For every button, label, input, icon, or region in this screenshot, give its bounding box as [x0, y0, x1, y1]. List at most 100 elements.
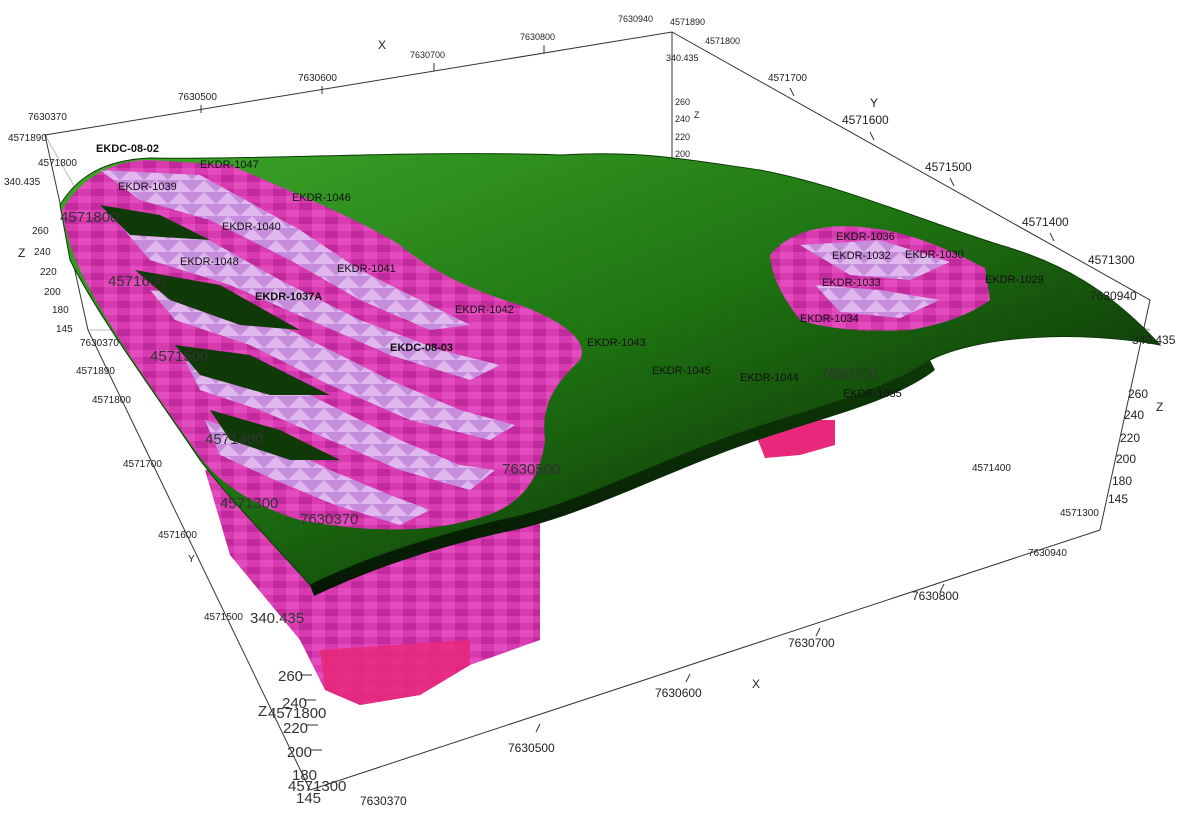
ghost-label: 4571500 [150, 348, 208, 365]
y-tick: 4571500 [204, 612, 243, 623]
x-tick: 7630940 [618, 14, 653, 24]
y-tick: 4571600 [842, 113, 889, 127]
z-tick: 200 [1116, 452, 1136, 466]
y-tick: 4571700 [123, 459, 162, 470]
ghost-label: 7630500 [502, 461, 560, 478]
drillhole-label: EKDR-1046 [292, 192, 351, 204]
z-tick: 240 [34, 247, 51, 258]
z-tick: 145 [56, 324, 73, 335]
y-tick: 4571600 [158, 530, 197, 541]
x-axis-title: X [378, 38, 386, 52]
y-tick: 4571300 [1060, 508, 1099, 519]
drillhole-label: EKDR-1033 [822, 277, 881, 289]
x-tick: 7630800 [912, 589, 959, 603]
z-tick: 180 [52, 305, 69, 316]
drillhole-label: EKDR-1034 [800, 313, 859, 325]
x-tick: 7630940 [1028, 548, 1067, 559]
drillhole-label: EKDR-1045 [652, 365, 711, 377]
z-tick: 220 [40, 267, 57, 278]
x-tick: 7630800 [520, 32, 555, 42]
z-tick: 145 [1108, 492, 1128, 506]
ghost-axis-labels: 4571800 4571600 4571500 4571400 4571300 … [60, 209, 878, 627]
z-axis-title: Z [694, 110, 700, 120]
y-axis-title: Y [870, 96, 878, 110]
y-tick: 4571800 [38, 158, 77, 169]
drillhole-label: EKDR-1030 [905, 249, 964, 261]
z-tick: 200 [44, 287, 61, 298]
y-tick: 4571300 [288, 778, 346, 795]
x-tick: 7630370 [28, 112, 67, 123]
y-tick: 4571890 [670, 17, 705, 27]
z-tick: 145 [296, 790, 321, 807]
drillhole-label: EKDR-1039 [118, 181, 177, 193]
ore-surface-east[interactable] [770, 226, 990, 331]
drillhole-label: EKDR-1029 [985, 274, 1044, 286]
ghost-label: 7630700 [820, 366, 878, 383]
drillhole-label: EKDR-1041 [337, 263, 396, 275]
x-tick: 7630700 [788, 636, 835, 650]
x-tick: 7630940 [1090, 289, 1137, 303]
z-tick: 340.435 [1132, 333, 1176, 347]
drillhole-label: EKDR-1032 [832, 250, 891, 262]
z-tick: 260 [675, 97, 690, 107]
y-tick: 4571800 [268, 705, 326, 722]
drillhole-label: EKDR-1048 [180, 256, 239, 268]
x-tick: 7630600 [655, 686, 702, 700]
z-tick: 180 [1112, 474, 1132, 488]
ghost-label: 4571800 [60, 209, 118, 226]
z-tick: 240 [675, 114, 690, 124]
front-z-axis: 260 240 4571800 Z 220 200 180 4571300 14… [258, 668, 346, 807]
ghost-label: 340.435 [250, 610, 304, 627]
drillhole-label: EKDC-08-02 [96, 143, 159, 155]
z-axis-title: Z [258, 703, 267, 720]
z-tick: 200 [287, 744, 312, 761]
z-tick: 220 [283, 720, 308, 737]
x-tick: 7630500 [178, 92, 217, 103]
z-tick: 220 [675, 132, 690, 142]
y-tick: 4571700 [768, 73, 807, 84]
right-axis: 7630940 340.435 260 240 220 200 180 145 … [972, 289, 1176, 519]
y-tick: 4571300 [1088, 253, 1135, 267]
drillhole-label: EKDR-1040 [222, 221, 281, 233]
z-tick: 260 [278, 668, 303, 685]
x-tick: 7630700 [410, 50, 445, 60]
drillhole-label: EKDR-1044 [740, 372, 799, 384]
z-tick: 340.435 [4, 177, 41, 188]
drillhole-label: EKDR-1042 [455, 304, 514, 316]
y-axis-title: Y [188, 554, 195, 565]
y-tick: 4571500 [925, 160, 972, 174]
drillhole-label: EKDR-1047 [200, 159, 259, 171]
drillhole-labels: EKDC-08-02 EKDR-1047 EKDR-1046 EKDR-1039… [96, 143, 1044, 400]
drillhole-label: EKDR-1036 [836, 231, 895, 243]
y-tick: 4571890 [76, 366, 115, 377]
z-axis-title: Z [18, 246, 25, 260]
x-axis-title: X [752, 677, 760, 691]
x-tick: 7630500 [508, 741, 555, 755]
ghost-label: 7630370 [300, 511, 358, 528]
top-y-axis: Y 4571890 4571800 4571700 4571600 457150… [670, 17, 1135, 267]
x-tick: 7630370 [80, 338, 119, 349]
y-tick: 4571800 [92, 395, 131, 406]
x-tick: 7630600 [298, 73, 337, 84]
z-tick: 240 [1124, 408, 1144, 422]
y-tick: 4571890 [8, 133, 47, 144]
top-z-axis: 340.435 260 240 220 200 Z [666, 53, 700, 159]
y-tick: 4571400 [972, 463, 1011, 474]
z-tick: 200 [675, 149, 690, 159]
z-tick: 180 [292, 767, 317, 784]
ghost-label: 4571300 [220, 495, 278, 512]
z-tick: 260 [32, 226, 49, 237]
y-tick: 4571400 [1022, 215, 1069, 229]
z-tick: 260 [1128, 387, 1148, 401]
z-tick: 240 [282, 695, 307, 712]
top-x-axis: X 7630370 7630500 7630600 7630700 763080… [28, 14, 653, 123]
z-axis-title: Z [1156, 400, 1163, 414]
bottom-x-axis: 7630370 7630500 7630600 X 7630700 763080… [360, 548, 1067, 808]
z-tick: 340.435 [666, 53, 699, 63]
drillhole-label: EKDR-1035 [843, 388, 902, 400]
ore-surface-west[interactable] [62, 160, 582, 530]
drillhole-label: EKDR-1037A [255, 291, 322, 303]
drillhole-label: EKDC-08-03 [390, 342, 453, 354]
